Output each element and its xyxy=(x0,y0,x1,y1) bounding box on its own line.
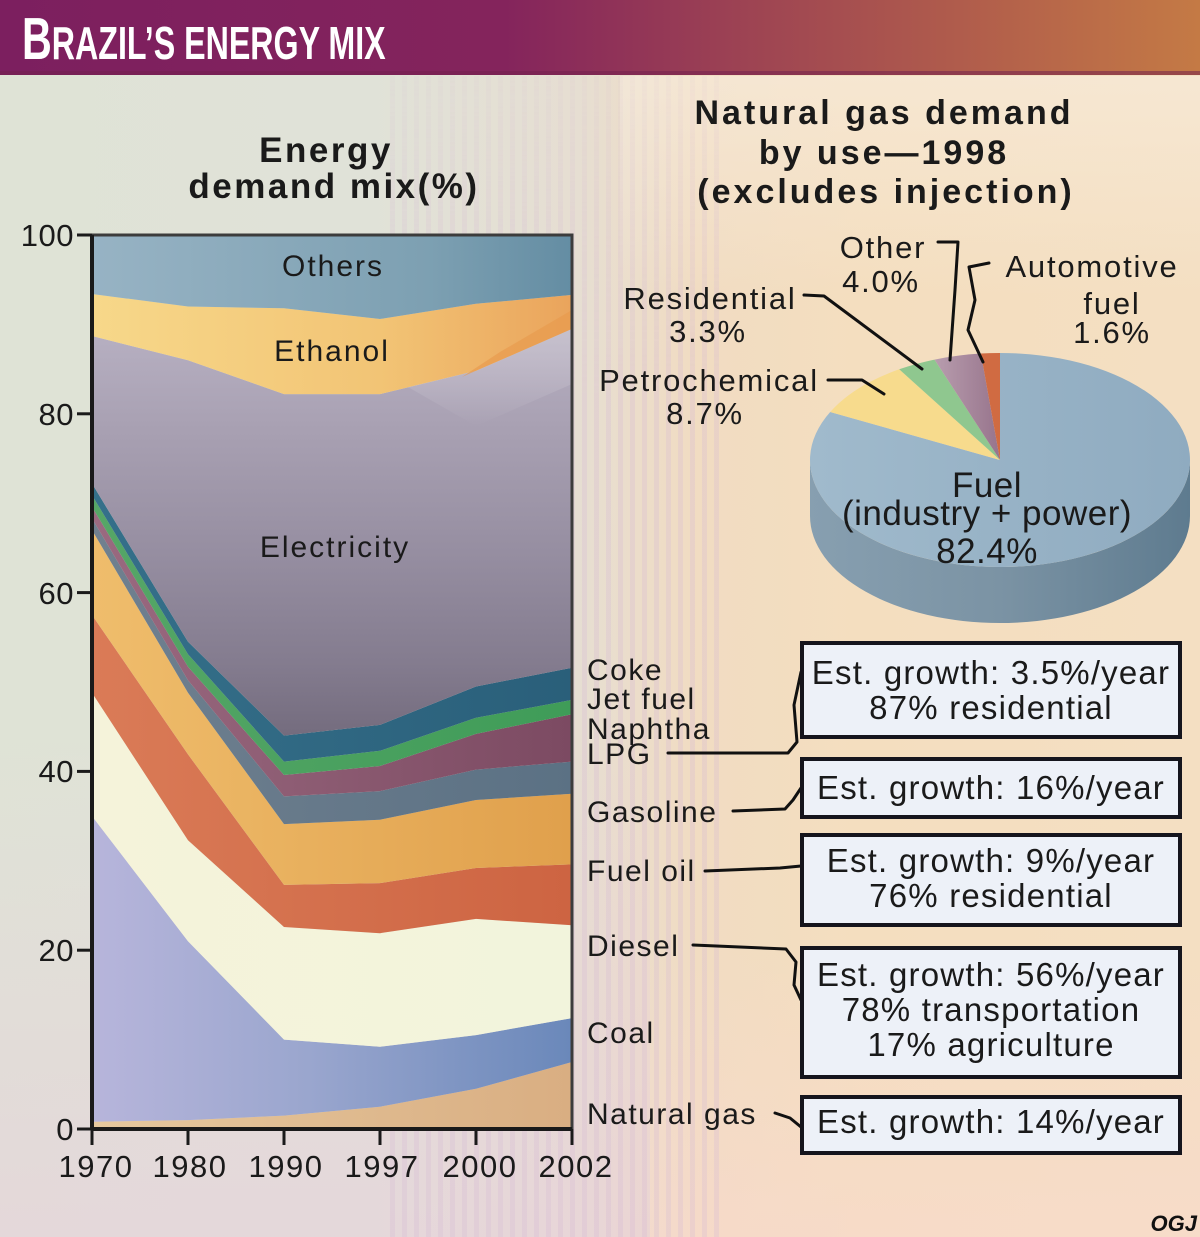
svg-text:4.0%: 4.0% xyxy=(842,264,920,299)
svg-text:Ethanol: Ethanol xyxy=(274,335,390,368)
svg-text:LPG: LPG xyxy=(587,738,652,771)
svg-text:0: 0 xyxy=(56,1112,74,1147)
svg-text:17% agriculture: 17% agriculture xyxy=(867,1026,1114,1063)
svg-text:Coke: Coke xyxy=(587,654,663,687)
svg-text:Petrochemical: Petrochemical xyxy=(599,363,819,398)
svg-text:1990: 1990 xyxy=(249,1149,324,1184)
svg-text:60: 60 xyxy=(39,576,74,611)
svg-text:Jet fuel: Jet fuel xyxy=(587,683,696,716)
svg-text:1997: 1997 xyxy=(345,1149,420,1184)
svg-text:Est. growth: 9%/year: Est. growth: 9%/year xyxy=(827,842,1155,879)
svg-text:Gasoline: Gasoline xyxy=(587,796,717,829)
svg-text:82.4%: 82.4% xyxy=(936,532,1038,571)
svg-text:87% residential: 87% residential xyxy=(869,689,1113,726)
svg-text:fuel: fuel xyxy=(1083,286,1140,321)
svg-text:80: 80 xyxy=(39,397,74,432)
svg-text:Coal: Coal xyxy=(587,1017,655,1050)
svg-text:1980: 1980 xyxy=(153,1149,228,1184)
svg-text:Est. growth: 3.5%/year: Est. growth: 3.5%/year xyxy=(812,654,1170,691)
svg-text:by use—1998: by use—1998 xyxy=(759,134,1009,172)
svg-text:Fuel oil: Fuel oil xyxy=(587,855,696,888)
svg-text:100: 100 xyxy=(21,218,74,253)
svg-text:(excludes injection): (excludes injection) xyxy=(697,173,1074,211)
svg-text:Naphtha: Naphtha xyxy=(587,713,711,746)
svg-text:Electricity: Electricity xyxy=(260,531,410,564)
svg-text:Energy: Energy xyxy=(259,131,393,170)
svg-text:40: 40 xyxy=(39,754,74,789)
svg-text:Est. growth: 56%/year: Est. growth: 56%/year xyxy=(817,956,1165,993)
svg-text:8.7%: 8.7% xyxy=(666,396,744,431)
svg-text:Diesel: Diesel xyxy=(587,930,679,963)
svg-text:Est. growth: 14%/year: Est. growth: 14%/year xyxy=(817,1103,1165,1140)
svg-text:Residential: Residential xyxy=(623,281,796,316)
svg-text:2002: 2002 xyxy=(539,1149,614,1184)
svg-text:OGJ: OGJ xyxy=(1151,1211,1198,1236)
svg-text:Fuel: Fuel xyxy=(952,466,1022,505)
svg-text:(industry + power): (industry + power) xyxy=(842,494,1132,533)
svg-text:Natural gas: Natural gas xyxy=(587,1098,757,1131)
svg-text:Others: Others xyxy=(282,250,384,283)
svg-text:2000: 2000 xyxy=(443,1149,518,1184)
svg-text:1970: 1970 xyxy=(59,1149,134,1184)
svg-text:3.3%: 3.3% xyxy=(669,314,747,349)
svg-text:Natural gas demand: Natural gas demand xyxy=(695,94,1074,132)
svg-text:1.6%: 1.6% xyxy=(1073,315,1151,350)
svg-text:Est. growth: 16%/year: Est. growth: 16%/year xyxy=(817,769,1165,806)
svg-text:20: 20 xyxy=(39,933,74,968)
svg-text:demand mix(%): demand mix(%) xyxy=(188,167,479,206)
svg-text:78% transportation: 78% transportation xyxy=(842,991,1141,1028)
svg-text:Other: Other xyxy=(840,230,927,265)
svg-text:76% residential: 76% residential xyxy=(869,877,1113,914)
svg-text:Automotive: Automotive xyxy=(1005,249,1178,284)
